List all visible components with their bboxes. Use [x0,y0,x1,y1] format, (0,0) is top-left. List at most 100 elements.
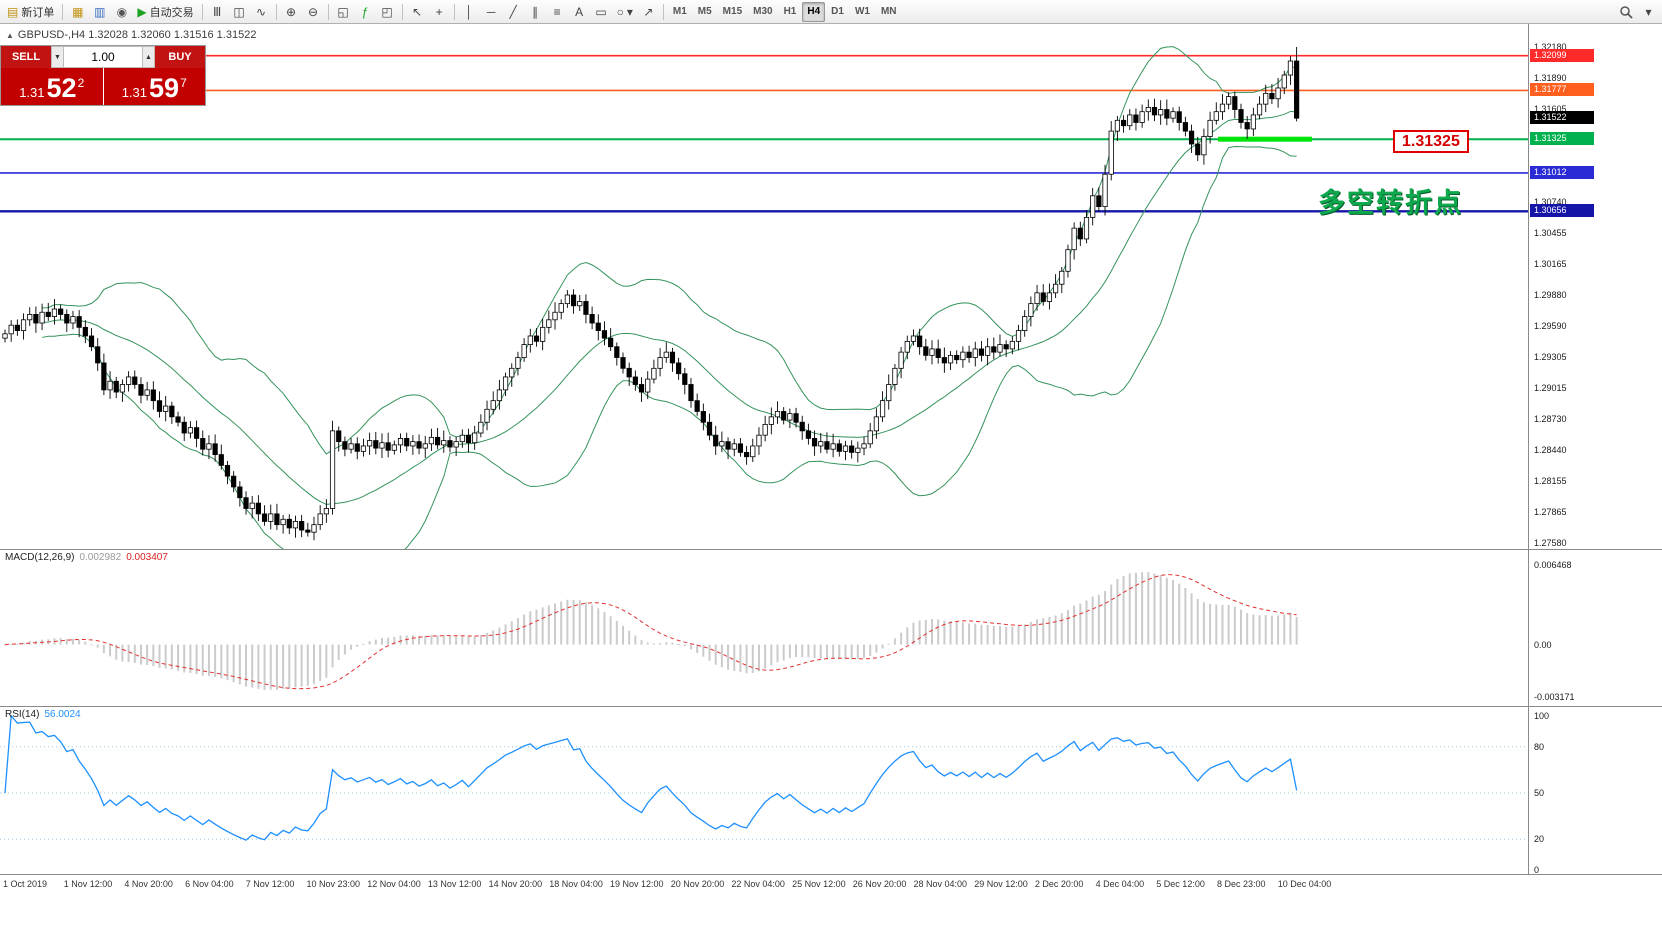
indicators-button[interactable]: ƒ [355,2,376,22]
price-marker: 1.30656 [1530,204,1594,218]
time-label: 29 Nov 12:00 [974,879,1028,889]
fibonacci-button[interactable]: ≡ [547,2,568,22]
auto-trading-label: 自动交易 [149,6,194,19]
price-marker: 1.31325 [1530,132,1594,146]
timeframe-m1[interactable]: M1 [672,6,687,17]
buy-price-big: 59 [149,73,180,103]
auto-trading-icon: ▶ [137,4,147,19]
templates-button[interactable]: ◰ [377,2,398,22]
toolbar-separator [662,3,664,20]
timeframe-h1[interactable]: H1 [783,6,797,17]
horizontal-line-button[interactable]: ─ [481,2,502,22]
toolbar-separator [275,3,277,20]
macd-label: MACD(12,26,9) 0.002982 0.003407 [5,552,168,563]
price-label: 1.31890 [1534,73,1567,84]
zoom-out-button[interactable]: ⊖ [303,2,324,22]
toolbar-separator [401,3,403,20]
shapes-button[interactable]: ○ ▾ [613,2,637,22]
timeframe-d1[interactable]: D1 [831,6,844,17]
price-chart[interactable] [0,24,1528,549]
time-label: 4 Dec 04:00 [1095,879,1145,889]
candlestick-icon: ◫ [233,4,245,19]
alerts-icon: ◉ [116,4,128,19]
lot-decrease-button[interactable]: ▼ [51,46,64,68]
support-highlight [1218,136,1312,142]
price-marker: 1.31522 [1530,110,1594,124]
lot-size-input[interactable] [64,46,142,68]
macd-name: MACD(12,26,9) [5,552,75,563]
one-click-trading-panel: SELL ▼ ▲ BUY 1.31 52 2 1.31 59 7 [0,45,206,106]
shapes-icon: ○ [616,4,624,19]
price-label: 1.27865 [1534,507,1567,518]
text-button[interactable]: A [569,2,590,22]
timeframe-m5[interactable]: M5 [697,6,712,17]
price-label: 1.29590 [1534,321,1567,332]
zoom-in-icon: ⊕ [286,4,297,19]
vertical-line-button[interactable]: │ [459,2,480,22]
timeframe-h4[interactable]: H4 [802,1,826,22]
time-label: 4 Nov 20:00 [124,879,173,889]
crosshair-icon: + [435,4,443,19]
buy-price-button[interactable]: 1.31 59 7 [103,68,205,105]
symbol-ohlc-text: GBPUSD-,H4 1.32028 1.32060 1.31516 1.315… [17,29,257,41]
candlestick-button[interactable]: ◫ [229,2,250,22]
alerts-button[interactable]: ◉ [111,2,132,22]
cursor-button[interactable]: ↖ [407,2,428,22]
lot-increase-button[interactable]: ▲ [142,46,155,68]
auto-trading-button[interactable]: ▶ 自动交易 [133,2,197,22]
macd-panel[interactable] [0,549,1528,706]
panel-separator [0,874,1662,875]
rsi-axis-label: 100 [1534,711,1550,721]
tile-windows-button[interactable]: ◱ [333,2,354,22]
zoom-in-button[interactable]: ⊕ [281,2,302,22]
new-order-button[interactable]: ▤ 新订单 [3,2,58,22]
new-order-label: 新订单 [21,6,55,19]
price-label: 1.27580 [1534,538,1567,548]
macd-value-2: 0.003407 [126,552,168,563]
search-button[interactable] [1615,2,1637,22]
time-label: 6 Nov 04:00 [185,879,234,889]
price-marker: 1.31012 [1530,165,1594,179]
timeframe-w1[interactable]: W1 [854,6,870,17]
label-button[interactable]: ▭ [591,2,612,22]
time-label: 25 Nov 12:00 [792,879,846,889]
time-label: 2 Dec 20:00 [1034,879,1084,889]
arrows-icon: ↗ [643,4,654,19]
timeframe-group: M1 M5 M15 M30 H1 H4 D1 W1 MN [668,1,902,22]
toolbar-menu-button[interactable]: ▾ [1638,2,1659,22]
symbol-info-bar: ▲ GBPUSD-,H4 1.32028 1.32060 1.31516 1.3… [6,29,256,41]
price-label: 1.32180 [1534,42,1567,52]
arrows-button[interactable]: ↗ [638,2,659,22]
time-label: 10 Nov 23:00 [306,879,361,889]
charts-grid-button[interactable]: ▦ [67,2,88,22]
sell-button[interactable]: SELL [1,46,51,68]
price-label: 1.29015 [1534,383,1567,394]
market-watch-button[interactable]: ▥ [89,2,110,22]
sell-price-button[interactable]: 1.31 52 2 [1,68,103,105]
rsi-axis-label: 0 [1534,865,1540,875]
line-chart-button[interactable]: ∿ [251,2,272,22]
buy-button[interactable]: BUY [155,46,205,68]
panel-separator[interactable] [0,549,1662,550]
chevron-down-icon: ▾ [626,4,633,19]
bar-chart-button[interactable]: Ⅲ [207,2,228,22]
vertical-line-icon: │ [465,4,473,19]
horizontal-line-icon: ─ [486,4,496,19]
time-axis[interactable]: 1 Oct 2019 1 Nov 12:00 4 Nov 20:00 6 Nov 04… [0,874,1662,900]
price-axis: 1.32180 1.31890 1.31605 1.30740 1.30455 1.301… [1528,24,1662,875]
sell-price-big: 52 [46,73,77,103]
rsi-name: RSI(14) [5,709,40,720]
rsi-panel[interactable] [0,706,1528,874]
rsi-line [4,714,1298,841]
trendline-button[interactable]: ╱ [503,2,524,22]
timeframe-mn[interactable]: MN [880,6,897,17]
panel-separator[interactable] [0,706,1662,707]
time-label: 20 Nov 20:00 [670,879,725,889]
timeframe-m30[interactable]: M30 [753,6,773,17]
time-label: 1 Oct 2019 [3,879,48,889]
expand-icon[interactable]: ▲ [6,30,14,40]
channel-button[interactable]: ∥ [525,2,546,22]
macd-signal-line [4,574,1297,690]
crosshair-button[interactable]: + [429,2,450,22]
timeframe-m15[interactable]: M15 [722,6,743,17]
